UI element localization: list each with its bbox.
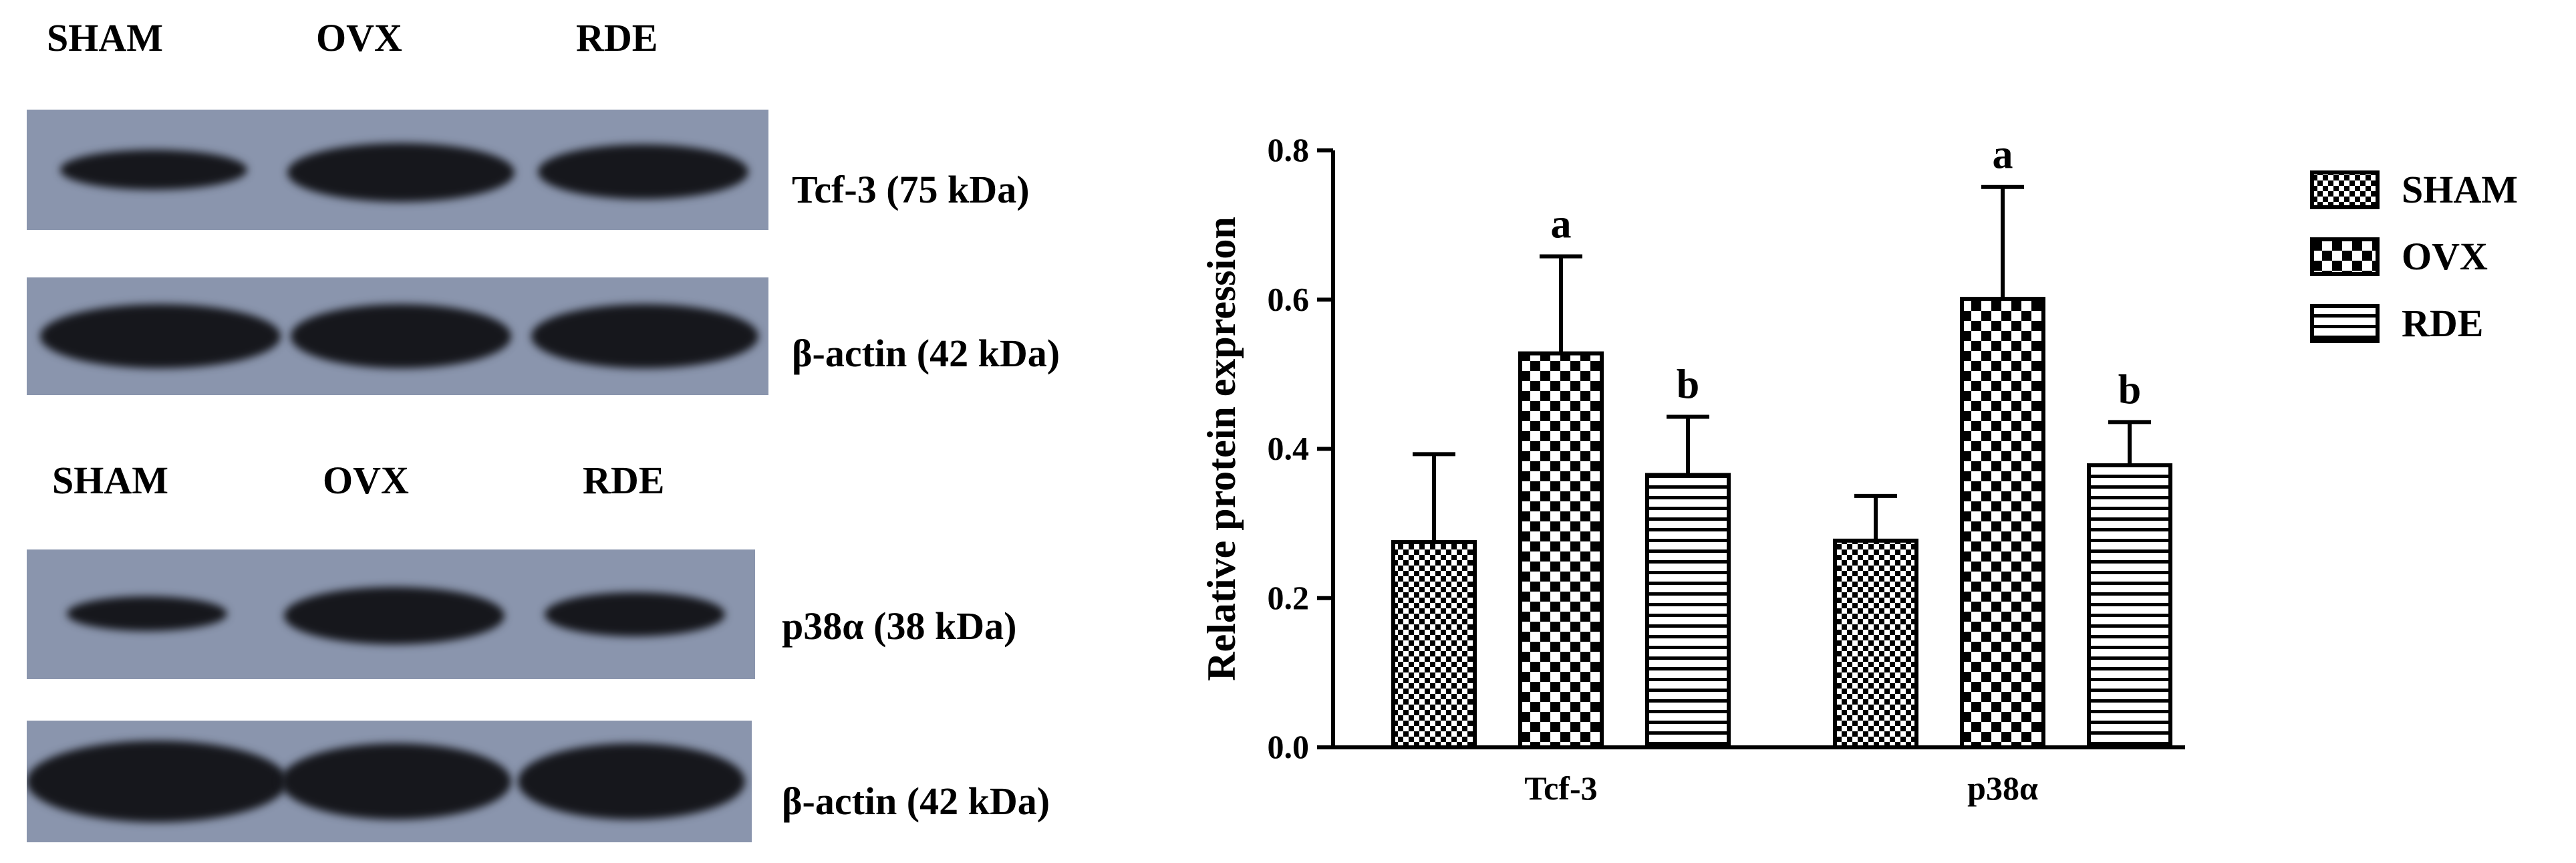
legend-label-ovx: OVX: [2402, 235, 2488, 278]
blot1-lane-label-ovx: OVX: [316, 16, 402, 59]
band: [27, 741, 287, 822]
blot2-control-label: β-actin (42 kDa): [782, 779, 1050, 823]
significance-label: b: [2118, 367, 2141, 412]
significance-label: a: [1993, 132, 2013, 178]
bar-rde: [1645, 473, 1731, 749]
legend-label-rde: RDE: [2402, 301, 2483, 345]
band: [284, 587, 505, 644]
bar-ovx: [1960, 297, 2045, 750]
significance-label: a: [1551, 202, 1572, 247]
blot2-lane-label-sham: SHAM: [52, 459, 168, 502]
blot1-target-image: [27, 110, 768, 230]
band: [281, 743, 511, 820]
legend-label-sham: SHAM: [2402, 168, 2518, 211]
band: [531, 304, 758, 368]
blot1-control-label: β-actin (42 kDa): [792, 332, 1060, 375]
blot2-lane-label-ovx: OVX: [323, 459, 409, 502]
blot2-target-label: p38α (38 kDa): [782, 604, 1017, 648]
blot2-lane-label-rde: RDE: [583, 459, 665, 502]
blot1-target-label: Tcf-3 (75 kDa): [792, 168, 1030, 211]
bar-ovx: [1518, 351, 1604, 749]
legend-swatch-rde: [2310, 304, 2380, 343]
y-axis-title: Relative protein expression: [1199, 217, 1244, 681]
bar-sham: [1833, 538, 1918, 750]
blot1-control-image: [27, 277, 768, 395]
blot2-control-image: [27, 721, 752, 842]
legend-swatch-sham: [2310, 170, 2380, 209]
y-tick-label: 0.0: [1268, 728, 1310, 765]
band: [538, 144, 748, 199]
y-tick-label: 0.8: [1268, 131, 1310, 168]
band: [291, 304, 511, 368]
x-tick-label: p38α: [1967, 769, 2038, 807]
band: [67, 596, 227, 631]
significance-label: b: [1677, 362, 1699, 408]
x-tick-label: Tcf-3: [1524, 769, 1597, 807]
bar-chart: 0.0 0.2 0.4 0.6 0.8 Relative protein expressi…: [1199, 131, 2518, 807]
band: [287, 143, 515, 202]
bar-sham: [1391, 540, 1477, 749]
band: [518, 743, 745, 820]
legend-swatch-ovx: [2310, 237, 2380, 276]
bar-rde: [2087, 463, 2172, 749]
y-tick-label: 0.6: [1268, 280, 1310, 318]
blot1-lane-label-rde: RDE: [576, 16, 658, 59]
band: [60, 150, 247, 190]
blot1-lane-label-sham: SHAM: [47, 16, 163, 59]
y-tick-label: 0.2: [1268, 579, 1310, 616]
blot2-target-image: [27, 549, 755, 679]
band: [545, 592, 725, 636]
y-tick-label: 0.4: [1268, 430, 1310, 467]
band: [40, 304, 281, 368]
